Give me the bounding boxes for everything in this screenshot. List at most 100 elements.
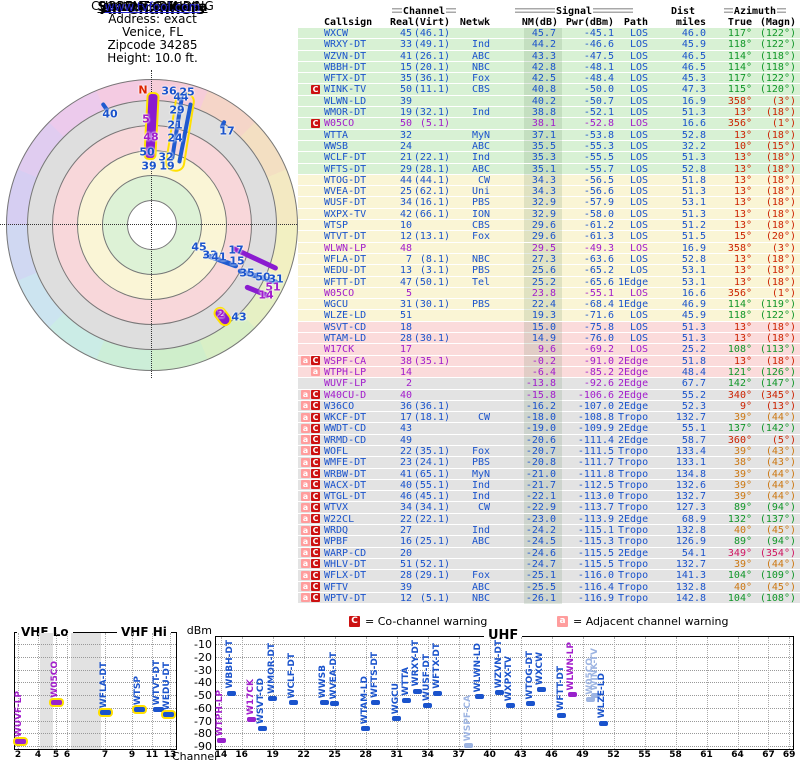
noise-margin-cell: -16.2	[494, 400, 562, 412]
table-row: a C WTGL-DT 46 (45.1) Ind -22.1 -113.0 Tropo 132.…	[298, 491, 800, 503]
power-cell: -113.0	[577, 491, 614, 503]
radar-channel-label: 33	[202, 248, 218, 262]
table-row: WBBH-DT 15 (20.1) NBC 42.8 -48.1 LOS 46.5 114° (1…	[298, 61, 800, 74]
path-cell: LOS	[629, 84, 648, 96]
gridline-vertical	[67, 633, 68, 749]
callsign-cell: WZVN-DT	[324, 50, 367, 62]
callsign-cell: WFTS-DT	[324, 163, 367, 175]
station-label: WUSF-DT	[421, 654, 432, 702]
signal-bar	[474, 693, 484, 699]
warning-flags: C	[298, 84, 322, 95]
radar-channel-label: 17	[228, 243, 244, 257]
noise-margin-cell: 38.8	[494, 107, 562, 119]
adjacent-channel-flag-icon: a	[301, 582, 310, 592]
station-label: WLZE-LD	[597, 673, 608, 719]
co-channel-flag-icon: C	[311, 514, 320, 524]
true-azimuth-cell: 340°	[727, 389, 752, 401]
real-channel-cell: 43	[399, 423, 412, 435]
real-channel-cell: 51	[399, 558, 412, 570]
table-row: WLWN-LP 48 29.5 -49.3 LOS 16.9 358° (3°)	[298, 242, 800, 254]
power-cell: -56.5	[583, 174, 614, 186]
station-label: WFTT-DT	[555, 666, 566, 711]
tvfool-link[interactable]: www.tvfool.com	[104, 0, 201, 14]
gridline-vertical	[613, 637, 615, 749]
radar-channel-label: 39	[141, 159, 157, 173]
magnetic-azimuth-cell: (18°)	[765, 163, 796, 175]
noise-margin-cell: -21.0	[494, 468, 562, 480]
callsign-cell: WWSB	[324, 140, 349, 152]
table-row: WXPX-TV 42 (66.1) ION 32.9 -58.0 LOS 51.3 13° (18…	[298, 208, 800, 221]
path-cell: LOS	[629, 95, 648, 107]
network-cell: Ind	[471, 107, 490, 119]
callsign-cell: WUSF-DT	[324, 197, 367, 209]
magnetic-azimuth-cell: (5°)	[771, 434, 796, 446]
table-row: WMOR-DT 19 (32.1) Ind 38.8 -52.1 LOS 51.3 13° (18…	[298, 107, 800, 119]
warning-flags	[298, 73, 322, 84]
true-azimuth-cell: 358°	[727, 95, 752, 107]
magnetic-azimuth-cell: (18°)	[765, 107, 796, 119]
signal-bar	[464, 743, 474, 748]
virtual-channel-cell: (44.1)	[413, 174, 450, 186]
noise-margin-cell: 35.3	[494, 152, 562, 164]
uhf-chart: UHF 14 16 19 22 25 28 31 34 37 40 43 46 49 52 55 58 61 64…	[215, 628, 795, 760]
virtual-channel-cell: (20.1)	[413, 61, 450, 73]
callsign-cell: WMOR-DT	[324, 107, 367, 119]
callsign-cell: WTSP	[324, 220, 349, 232]
network-cell: Ind	[471, 525, 490, 537]
network-cell	[458, 378, 494, 389]
station-label: WVEA-DT	[328, 652, 339, 700]
real-channel-cell: 5	[405, 287, 412, 299]
network-cell	[458, 243, 494, 254]
gridline-vertical	[789, 637, 791, 749]
power-cell: -52.1	[583, 107, 614, 119]
station-label: WTTA	[400, 667, 411, 696]
network-cell: PBS	[471, 265, 490, 277]
distance-cell: 68.9	[681, 513, 706, 525]
table-row: WSVT-CD 18 15.0 -75.8 LOS 51.3 13° (18°)	[298, 321, 800, 334]
network-cell	[458, 514, 494, 525]
real-channel-cell: 24	[399, 140, 412, 152]
magnetic-azimuth-cell: (122°)	[759, 39, 796, 51]
search-criteria-line: Height: 10.0 ft.	[107, 51, 198, 65]
true-azimuth-cell: 13°	[733, 163, 752, 175]
virtual-channel-cell: (66.1)	[413, 208, 450, 220]
real-channel-cell: 41	[399, 50, 412, 62]
true-azimuth-cell: 137°	[727, 423, 752, 435]
adjacent-channel-flag-icon: a	[301, 469, 310, 479]
virtual-channel-cell: (36.1)	[413, 400, 450, 412]
warning-flags	[298, 220, 322, 231]
true-azimuth-cell: 39°	[733, 468, 752, 480]
axis-tick-label: 55	[638, 750, 651, 760]
real-channel-cell: 17	[399, 344, 412, 356]
virtual-channel-cell: (28.1)	[413, 163, 450, 175]
network-cell	[458, 367, 494, 378]
path-cell: LOS	[629, 265, 648, 277]
table-row: WVEA-DT 25 (62.1) Uni 34.3 -56.6 LOS 51.3 13° (18…	[298, 186, 800, 198]
magnetic-azimuth-cell: (18°)	[765, 174, 796, 186]
signal-bar	[505, 703, 515, 709]
axis-tick-label: 69	[782, 750, 796, 760]
noise-margin-cell: 32.9	[494, 197, 562, 209]
table-row: a C WOFL 22 (35.1) Fox -20.7 -111.5 Tropo 133.4 39…	[298, 445, 800, 458]
real-channel-cell: 39	[399, 581, 412, 593]
virtual-channel-cell: (25.1)	[413, 536, 450, 548]
callsign-cell: WBBH-DT	[324, 61, 367, 73]
path-cell: Tropo	[618, 502, 649, 514]
table-row: WRXY-DT 33 (49.1) Ind 44.2 -46.6 LOS 45.9 118° (1…	[298, 39, 800, 51]
gridline-vertical	[396, 637, 398, 749]
noise-margin-cell: -25.1	[494, 570, 562, 582]
path-cell: Tropo	[618, 468, 649, 480]
table-row: a C WRMD-CD 49 -20.6 -111.4 2Edge 58.7 360° (5°)	[298, 434, 800, 446]
dbm-tick-label: -20	[194, 650, 212, 664]
callsign-cell: WRDQ	[324, 525, 349, 537]
distance-cell: 46.5	[681, 50, 706, 62]
network-cell: Ind	[471, 152, 490, 164]
gridline-vertical	[489, 637, 491, 749]
noise-margin-cell: 35.1	[494, 163, 562, 175]
magnetic-azimuth-cell: (113°)	[759, 344, 796, 356]
callsign-cell: W22CL	[324, 513, 355, 525]
